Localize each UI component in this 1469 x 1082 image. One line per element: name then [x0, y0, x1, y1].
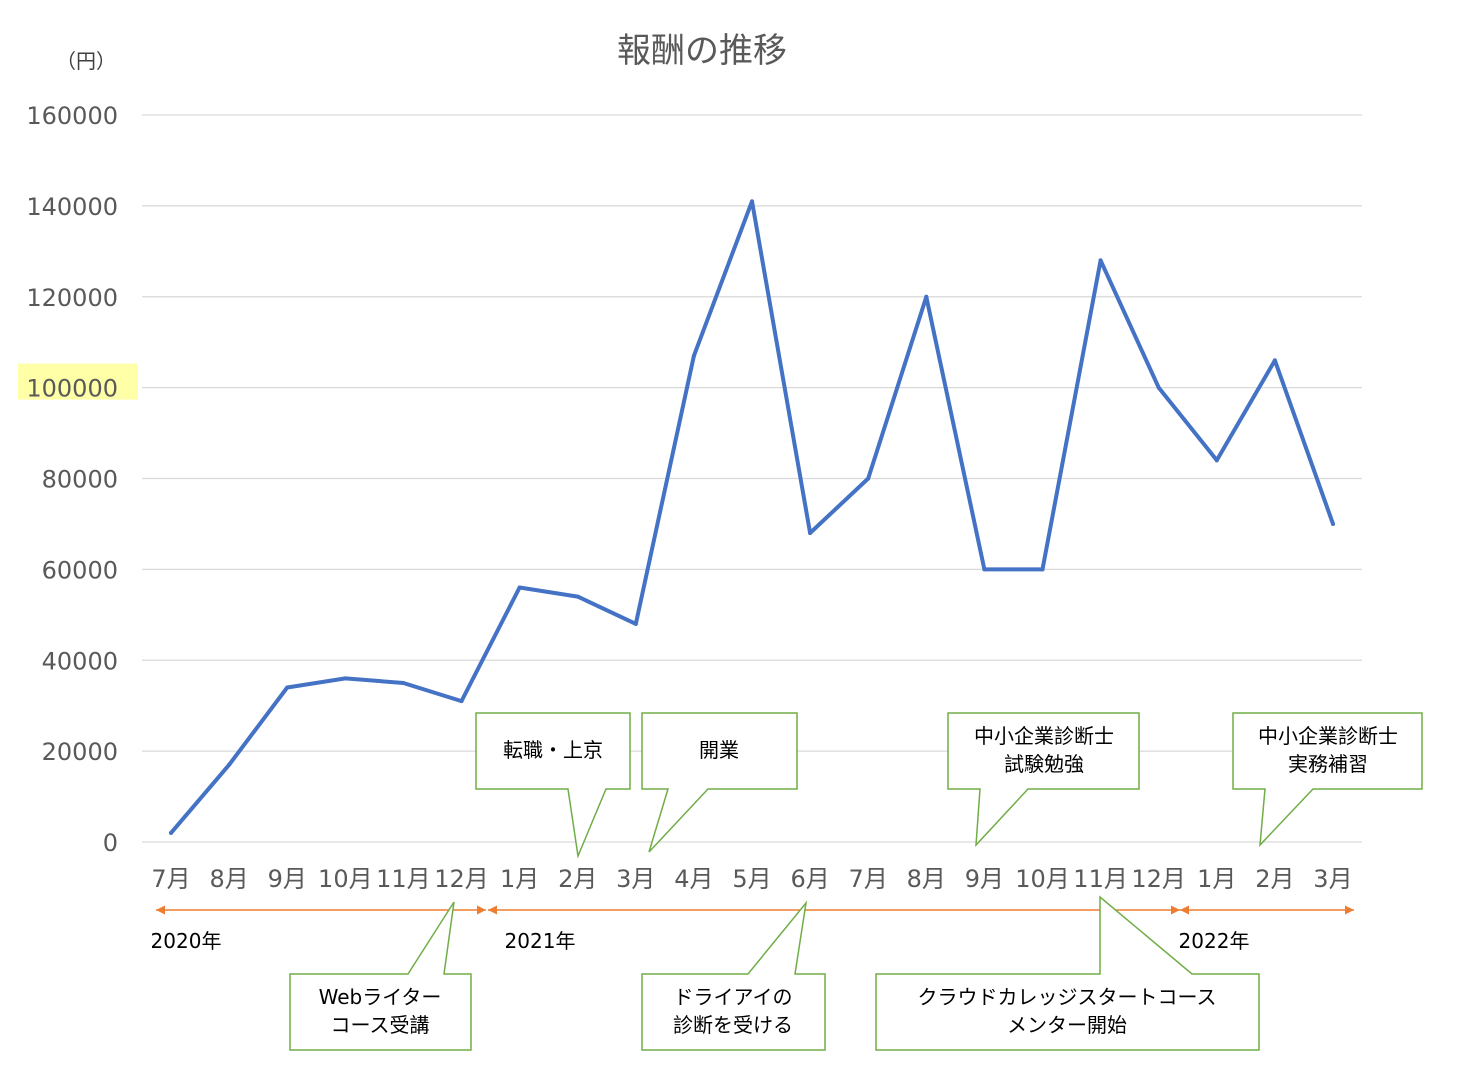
y-axis-unit-label: （円）: [56, 49, 116, 73]
year-label-2021: 2021年: [505, 929, 576, 953]
callout-crowd-college-line2: メンター開始: [1007, 1013, 1127, 1037]
data-point: [1272, 358, 1277, 363]
callout-web-writer: Webライター コース受講: [289, 901, 472, 1051]
x-tick-label: 11月: [1073, 865, 1128, 893]
x-tick-label: 12月: [434, 865, 489, 893]
data-point: [227, 762, 232, 767]
series-revenue: [169, 199, 1335, 835]
callout-crowd-college: クラウドカレッジスタートコース メンター開始: [875, 895, 1260, 1051]
callout-opening-text: 開業: [699, 738, 739, 762]
x-tick-label: 1月: [500, 865, 539, 893]
data-point: [633, 621, 638, 626]
data-point: [517, 585, 522, 590]
y-axis-ticks: 0 20000 40000 60000 80000 100000 120000 140000 1…: [18, 102, 138, 857]
data-point: [285, 685, 290, 690]
gridlines: [142, 114, 1362, 843]
x-tick-label: 1月: [1197, 865, 1236, 893]
data-point: [169, 830, 174, 835]
x-axis-ticks: 7月 8月 9月 10月 11月 12月 1月 2月 3月 4月 5月 6月 7月 8月 9月 10月 11月 1…: [151, 865, 1352, 893]
callout-opening: 開業: [641, 712, 798, 853]
data-point: [924, 294, 929, 299]
x-tick-label: 6月: [790, 865, 829, 893]
data-point: [866, 476, 871, 481]
callout-job-change-text: 転職・上京: [503, 738, 603, 762]
y-tick-label: 40000: [42, 647, 118, 675]
year-timeline: 2020年 2021年 2022年: [151, 905, 1354, 953]
x-tick-label: 5月: [732, 865, 771, 893]
data-point: [1040, 567, 1045, 572]
x-tick-label: 12月: [1131, 865, 1186, 893]
callout-crowd-college-line1: クラウドカレッジスタートコース: [918, 985, 1217, 1009]
callout-dry-eye-line1: ドライアイの: [674, 985, 793, 1009]
callout-sme-practice-line1: 中小企業診断士: [1258, 724, 1398, 748]
y-tick-label: 80000: [42, 466, 118, 494]
callout-sme-practice-line2: 実務補習: [1288, 752, 1368, 776]
callout-sme-study-line2: 試験勉強: [1004, 752, 1084, 776]
x-tick-label: 7月: [849, 865, 888, 893]
data-point: [1098, 258, 1103, 263]
year-label-2022: 2022年: [1179, 929, 1250, 953]
x-tick-label: 3月: [616, 865, 655, 893]
data-point: [1156, 385, 1161, 390]
callout-sme-study-line1: 中小企業診断士: [974, 724, 1114, 748]
x-tick-label: 2月: [558, 865, 597, 893]
x-tick-label: 2月: [1255, 865, 1294, 893]
callout-job-change: 転職・上京: [475, 712, 631, 859]
ytick-highlight: [18, 363, 138, 400]
x-tick-label: 8月: [907, 865, 946, 893]
x-tick-label: 4月: [674, 865, 713, 893]
data-point: [982, 567, 987, 572]
callout-dry-eye: ドライアイの 診断を受ける: [641, 900, 826, 1051]
callout-sme-practice: 中小企業診断士 実務補習: [1232, 712, 1423, 848]
callout-dry-eye-line2: 診断を受ける: [673, 1013, 793, 1037]
y-tick-label: 140000: [26, 193, 118, 221]
x-tick-label: 7月: [151, 865, 190, 893]
data-point: [401, 680, 406, 685]
callout-web-writer-line2: コース受講: [331, 1013, 430, 1037]
year-label-2020: 2020年: [151, 929, 222, 953]
callout-web-writer-line1: Webライター: [319, 985, 442, 1009]
x-tick-label: 8月: [210, 865, 249, 893]
data-point: [575, 594, 580, 599]
y-tick-label: 160000: [26, 102, 118, 130]
data-point: [691, 353, 696, 358]
x-tick-label: 10月: [318, 865, 373, 893]
x-tick-label: 11月: [376, 865, 431, 893]
x-tick-label: 9月: [268, 865, 307, 893]
data-point: [808, 531, 813, 536]
x-tick-label: 9月: [965, 865, 1004, 893]
chart-title: 報酬の推移: [617, 31, 787, 71]
y-tick-label: 120000: [26, 284, 118, 312]
y-tick-label: 20000: [42, 738, 118, 766]
y-tick-label: 100000: [26, 375, 118, 403]
data-point: [1214, 458, 1219, 463]
data-point: [1330, 521, 1335, 526]
x-tick-label: 3月: [1313, 865, 1352, 893]
x-tick-label: 10月: [1015, 865, 1070, 893]
data-point: [343, 676, 348, 681]
y-tick-label: 60000: [42, 556, 118, 584]
callout-sme-study: 中小企業診断士 試験勉強: [947, 712, 1140, 848]
y-tick-label: 0: [103, 829, 118, 857]
annotation-callouts: 転職・上京 開業 中小企業診断士 試験勉強 中小企業診断士 実務補習 Webライ…: [289, 712, 1423, 1051]
data-point: [459, 699, 464, 704]
data-point: [750, 199, 754, 204]
